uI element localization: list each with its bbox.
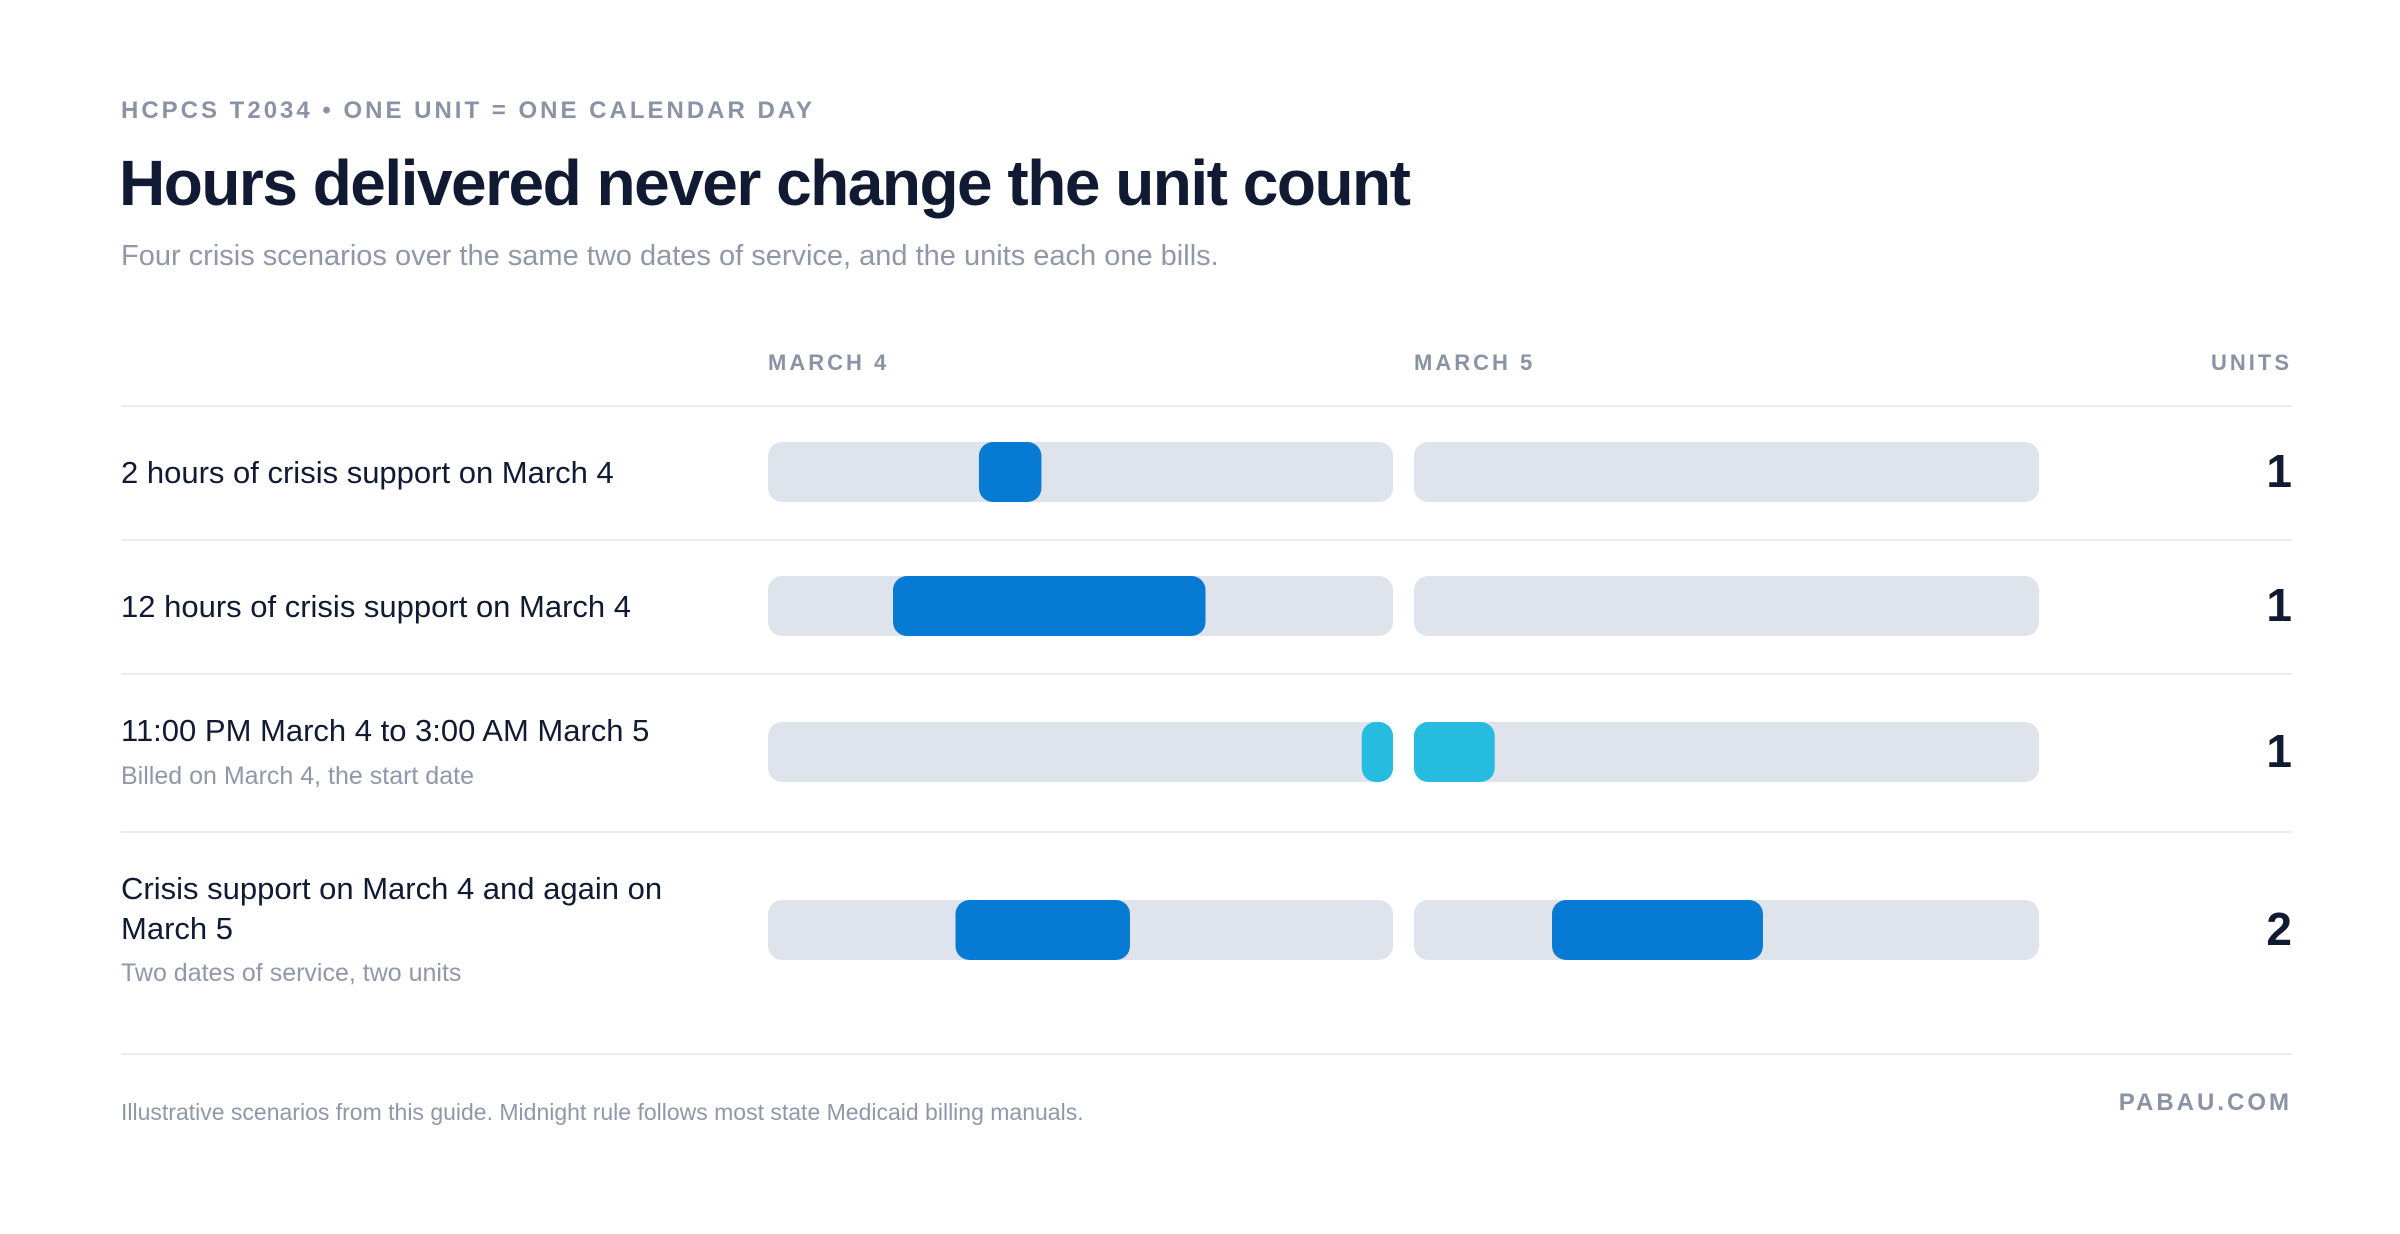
chart-title: Hours delivered never change the unit co…	[119, 147, 1411, 219]
row-label: Crisis support on March 4 and again on M…	[121, 871, 663, 946]
units-value: 1	[2266, 445, 2292, 497]
service-segment	[1414, 722, 1495, 782]
eyebrow: HCPCS T2034 • ONE UNIT = ONE CALENDAR DA…	[121, 97, 815, 124]
divider	[121, 539, 2292, 541]
day-track-1	[768, 722, 1393, 782]
service-segment	[1552, 900, 1763, 960]
row-label: 2 hours of crisis support on March 4	[121, 455, 614, 490]
divider	[121, 405, 2292, 407]
units-value: 1	[2266, 579, 2292, 631]
footnote: Illustrative scenarios from this guide. …	[121, 1099, 1084, 1125]
chart-subtitle: Four crisis scenarios over the same two …	[121, 240, 1219, 272]
column-header-units: UNITS	[2211, 350, 2292, 375]
service-segment	[978, 442, 1042, 502]
row-note: Two dates of service, two units	[121, 959, 462, 987]
units-value: 2	[2266, 903, 2292, 955]
units-value: 1	[2266, 725, 2292, 777]
column-header-day2: MARCH 5	[1414, 350, 1536, 375]
day-track-2	[1414, 442, 2039, 502]
service-segment	[955, 900, 1130, 960]
row-label: 12 hours of crisis support on March 4	[121, 589, 632, 624]
divider	[121, 831, 2292, 833]
column-header-day1: MARCH 4	[768, 350, 890, 375]
day-track-2	[1414, 576, 2039, 636]
service-segment	[1361, 722, 1393, 782]
row-note: Billed on March 4, the start date	[121, 762, 474, 790]
brand-label: PABAU.COM	[2118, 1089, 2292, 1116]
divider	[121, 1053, 2292, 1055]
day-track-2	[1414, 722, 2039, 782]
day-track-1	[768, 442, 1393, 502]
service-segment	[893, 576, 1206, 636]
row-label: 11:00 PM March 4 to 3:00 AM March 5	[121, 713, 650, 748]
divider	[121, 673, 2292, 675]
